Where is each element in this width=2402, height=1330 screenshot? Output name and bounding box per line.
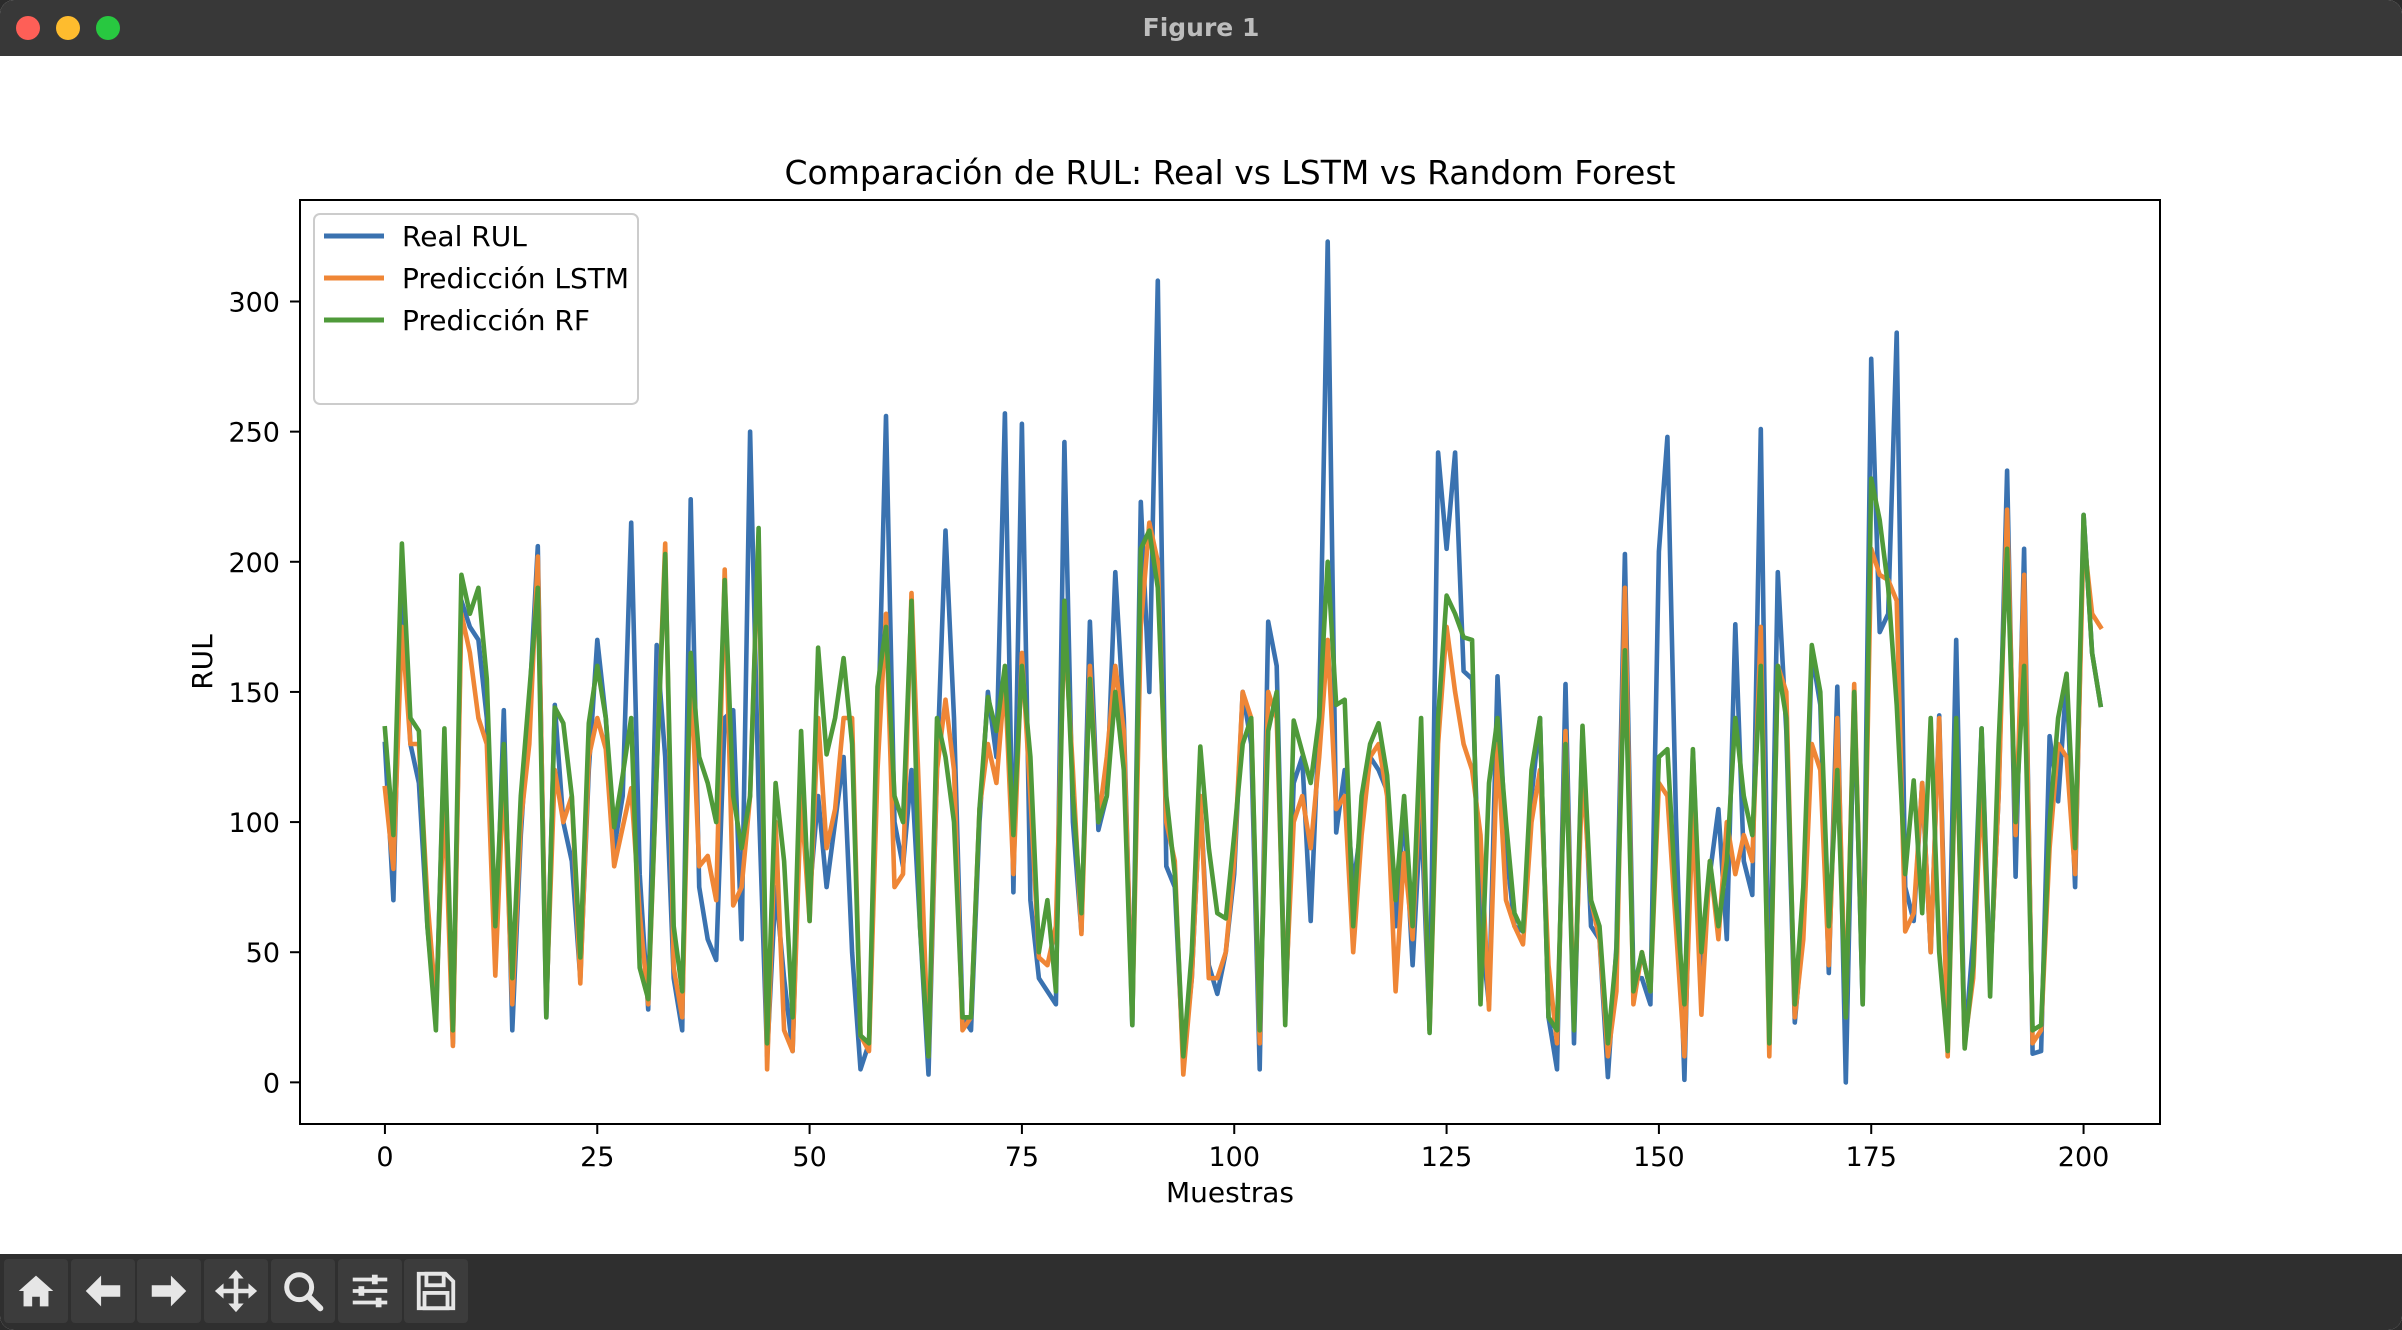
y-tick-label: 250 [228, 418, 280, 449]
configure-subplots-button[interactable] [338, 1259, 402, 1323]
legend-label: Predicción LSTM [402, 262, 629, 295]
line-chart: 0 25 50 75 100 125 150 175 200 0 50 100 150 200 250 300… [186, 153, 2161, 1209]
chart-title: Comparación de RUL: Real vs LSTM vs Rand… [785, 153, 1676, 192]
window-title: Figure 1 [1142, 13, 1260, 42]
home-button[interactable] [4, 1259, 68, 1323]
legend-box [313, 213, 639, 405]
title-bar: Figure 1 [0, 0, 2402, 57]
x-axis-label: Muestras [1166, 1176, 1294, 1209]
y-tick-label: 300 [228, 288, 280, 319]
navigation-toolbar [0, 1254, 2402, 1330]
back-arrow-icon [85, 1275, 121, 1307]
x-tick-label: 150 [1633, 1142, 1685, 1173]
x-tick-label: 25 [580, 1142, 614, 1173]
x-tick-label: 0 [376, 1142, 393, 1173]
x-tick-label: 175 [1845, 1142, 1897, 1173]
y-tick-label: 50 [246, 938, 280, 969]
x-tick-label: 125 [1421, 1142, 1473, 1173]
axes-frame [299, 199, 2161, 1125]
y-tick-label: 150 [228, 678, 280, 709]
legend: Real RUL Predicción LSTM Predicción RF [313, 213, 639, 405]
zoom-icon [284, 1272, 324, 1312]
x-tick-label: 200 [2058, 1142, 2110, 1173]
home-icon [18, 1275, 54, 1307]
forward-arrow-icon [151, 1275, 187, 1307]
x-tick-label: 75 [1005, 1142, 1039, 1173]
y-tick-label: 0 [263, 1068, 280, 1099]
save-icon [416, 1271, 456, 1311]
y-axis-label: RUL [186, 634, 219, 690]
y-tick-label: 200 [228, 548, 280, 579]
figure-canvas: 0 25 50 75 100 125 150 175 200 0 50 100 150 200 250 300… [0, 56, 2402, 1254]
legend-label: Real RUL [402, 220, 527, 253]
configure-subplots-icon [352, 1274, 388, 1308]
pan-button[interactable] [204, 1259, 268, 1323]
forward-button[interactable] [137, 1259, 201, 1323]
y-tick-label: 100 [228, 808, 280, 839]
x-tick-label: 50 [792, 1142, 826, 1173]
pan-icon [214, 1269, 258, 1313]
series-line-prediccion-rf [382, 476, 2104, 1059]
x-tick-label: 100 [1208, 1142, 1260, 1173]
zoom-button[interactable] [271, 1259, 335, 1323]
legend-label: Predicción RF [402, 304, 590, 337]
minimize-window-button[interactable] [56, 16, 80, 40]
back-button[interactable] [71, 1259, 135, 1323]
maximize-window-button[interactable] [96, 16, 120, 40]
close-window-button[interactable] [16, 16, 40, 40]
save-button[interactable] [404, 1259, 468, 1323]
